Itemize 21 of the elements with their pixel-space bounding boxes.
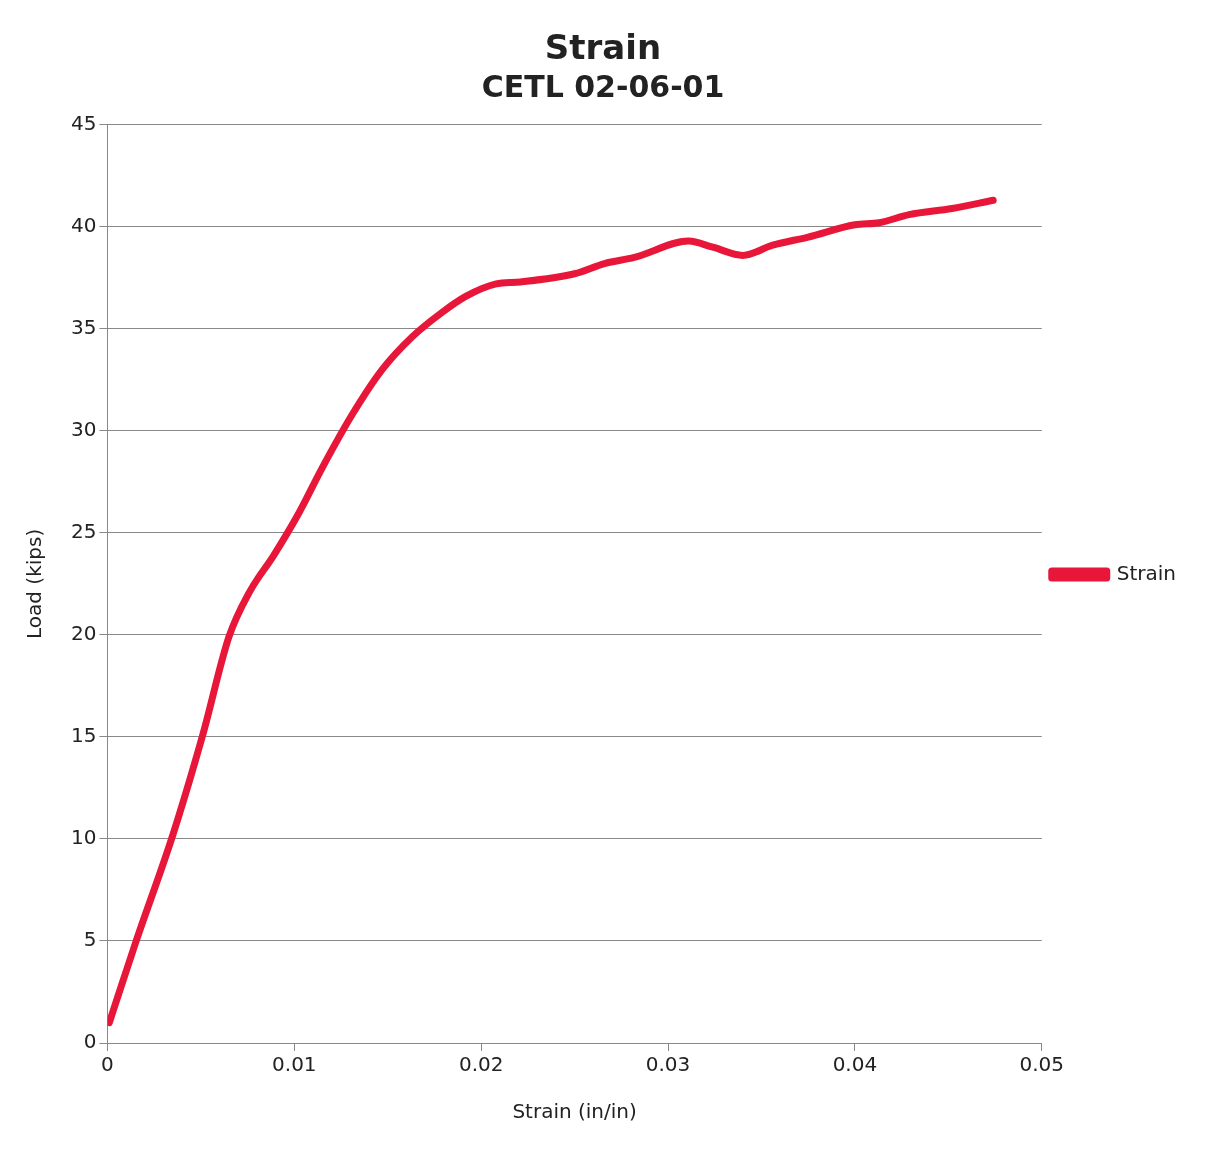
x-tick-label: 0.01 [272, 1052, 317, 1077]
chart-title: Strain [544, 27, 662, 68]
x-tick-label: 0 [101, 1052, 114, 1077]
y-tick-label: 35 [71, 315, 97, 340]
x-tick-label: 0.02 [458, 1052, 504, 1077]
y-tick-label: 45 [71, 111, 97, 135]
y-tick-label: 15 [71, 723, 97, 748]
y-tick-label: 40 [71, 213, 97, 238]
y-tick-label: 25 [71, 519, 97, 544]
legend-label: Strain [1116, 560, 1176, 585]
y-tick-label: 5 [83, 927, 97, 952]
y-axis-title: Load (kips) [22, 528, 47, 639]
y-tick-label: 30 [71, 417, 97, 442]
x-tick-label: 0.04 [832, 1052, 878, 1077]
y-tick-label: 0 [83, 1029, 97, 1054]
chart-subtitle: CETL 02-06-01 [481, 68, 725, 104]
x-tick-label: 0.05 [1019, 1052, 1065, 1077]
x-axis-title: Strain (in/in) [512, 1099, 637, 1124]
y-tick-label: 10 [71, 825, 97, 850]
x-tick-label: 0.03 [645, 1052, 691, 1077]
y-tick-label: 20 [71, 621, 97, 646]
